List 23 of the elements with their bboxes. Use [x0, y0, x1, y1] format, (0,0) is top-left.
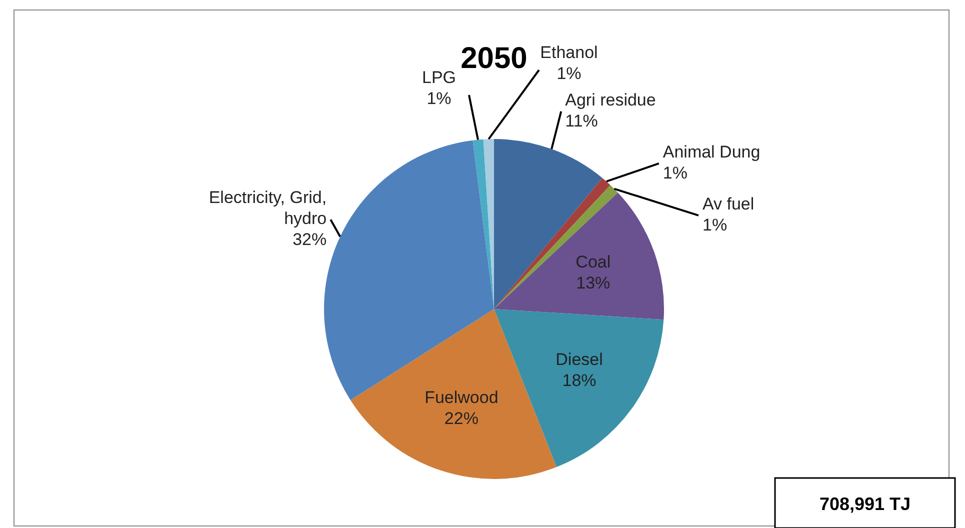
- chart-title: 2050: [460, 42, 528, 75]
- slice-label: Coal: [576, 252, 611, 272]
- text: 708,991 TJ: [819, 494, 911, 514]
- data-label: 1%: [702, 215, 728, 234]
- slice-label: Diesel: [556, 350, 603, 369]
- data-label: 18%: [562, 370, 596, 390]
- data-label: 1%: [426, 89, 452, 108]
- slice-label: Fuelwood: [424, 388, 498, 408]
- slice-label: Electricity, Grid, hydro: [208, 188, 327, 228]
- slice-label: LPG: [422, 68, 456, 87]
- data-label: 32%: [292, 230, 327, 250]
- data-label: 13%: [576, 273, 610, 292]
- slice-label: Av fuel: [702, 194, 754, 214]
- data-label: 11%: [565, 111, 598, 130]
- slice-label: Agri residue: [565, 90, 656, 110]
- slice-label: Animal Dung: [662, 142, 760, 162]
- pie-slice: [472, 139, 494, 309]
- pie-slice: [494, 192, 664, 320]
- data-label: 22%: [444, 409, 478, 428]
- data-label: 1%: [662, 163, 688, 182]
- slice-label: Ethanol: [540, 43, 598, 62]
- data-label: 1%: [556, 64, 582, 83]
- pie-slice: [350, 309, 557, 479]
